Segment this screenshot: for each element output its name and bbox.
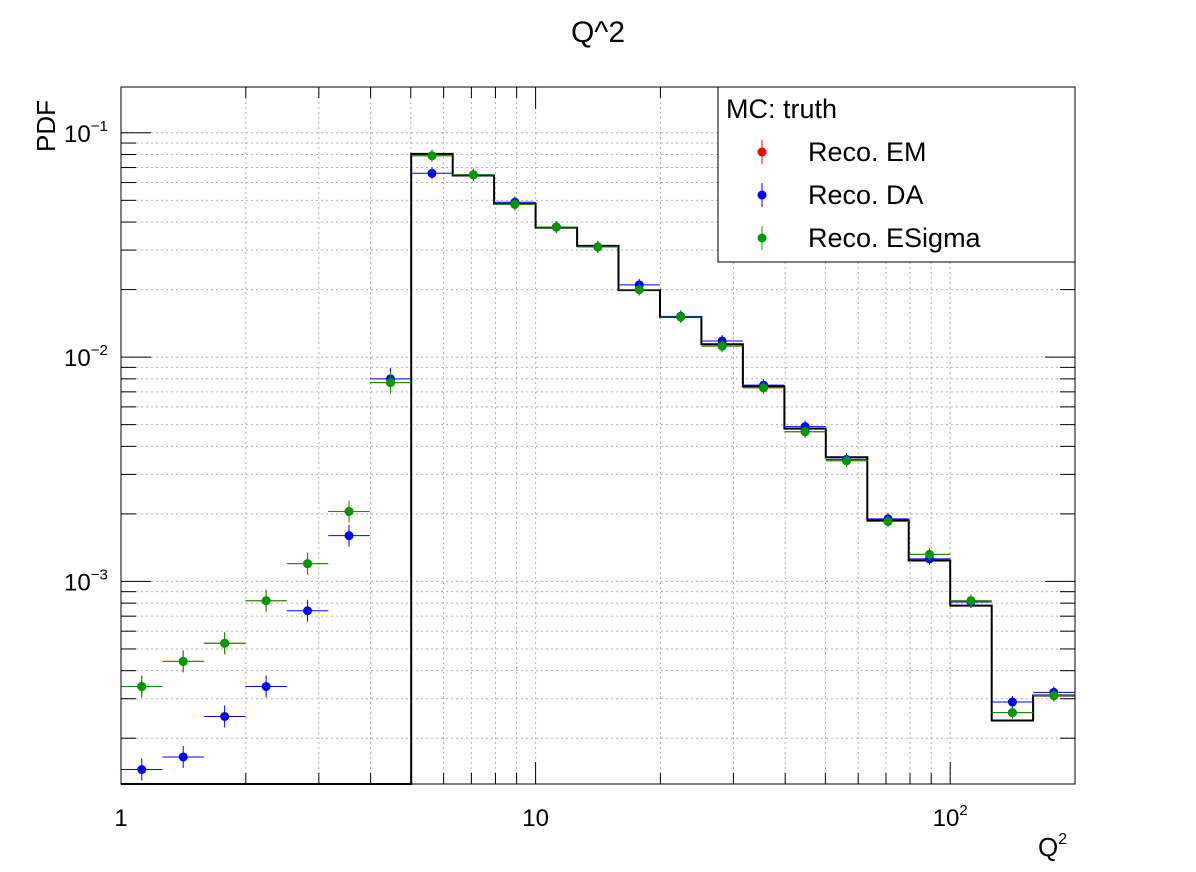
x-axis-label-base: Q — [1038, 832, 1058, 862]
data-point — [966, 596, 976, 606]
data-point — [800, 427, 810, 437]
y-tick-label-base: 10 — [64, 569, 91, 596]
legend-box — [717, 86, 1076, 263]
x-tick-label: 1 — [114, 805, 127, 832]
legend-entries: Reco. EM Reco. DA Reco. ESigma — [757, 137, 982, 253]
y-tick-label: 10−2 — [64, 342, 108, 372]
x-tick-label-base: 10 — [933, 805, 960, 832]
y-tick-label: 10−1 — [64, 118, 108, 148]
x-tick-label: 10 — [522, 805, 549, 832]
data-point — [759, 383, 769, 393]
y-tick-label-base: 10 — [64, 121, 91, 148]
y-axis-label: PDF — [31, 100, 61, 152]
legend-entry: Reco. DA — [757, 180, 924, 210]
data-point — [344, 506, 354, 516]
data-point — [220, 638, 230, 648]
y-tick-label: 10−3 — [64, 566, 108, 596]
data-point — [634, 285, 644, 295]
legend-marker — [757, 233, 767, 243]
data-point — [1007, 708, 1017, 718]
series-reco-esigma — [121, 149, 1075, 719]
data-point — [137, 765, 147, 775]
data-point — [842, 456, 852, 466]
x-tick-label-exp: 2 — [959, 802, 967, 819]
legend-header: MC: truth — [726, 94, 837, 124]
y-tick-label-base: 10 — [64, 345, 91, 372]
data-point — [261, 596, 271, 606]
legend-label: Reco. ESigma — [808, 223, 982, 253]
data-point — [1049, 691, 1059, 701]
x-axis-label: Q2 — [1038, 831, 1067, 862]
legend-entry: Reco. EM — [757, 137, 927, 167]
legend-label: Reco. DA — [808, 180, 924, 210]
legend-label: Reco. EM — [808, 137, 927, 167]
data-point — [468, 170, 478, 180]
data-point — [303, 559, 313, 569]
x-tick-label-base: 1 — [114, 805, 127, 832]
y-tick-label-exp: −1 — [91, 118, 108, 135]
y-tick-label-exp: −3 — [91, 566, 108, 583]
y-tick-label-exp: −2 — [91, 342, 108, 359]
legend-marker — [757, 147, 767, 157]
legend-marker — [757, 190, 767, 200]
data-point — [510, 199, 520, 209]
data-point — [551, 222, 561, 232]
data-point — [344, 531, 354, 541]
data-point — [717, 341, 727, 351]
data-point — [137, 682, 147, 692]
data-point — [924, 549, 934, 559]
data-point — [427, 168, 437, 178]
data-point — [261, 682, 271, 692]
data-point — [1007, 697, 1017, 707]
data-point — [883, 516, 893, 526]
data-point — [593, 242, 603, 252]
data-points — [121, 149, 1075, 781]
data-point — [385, 378, 395, 388]
data-point — [220, 711, 230, 721]
x-tick-label: 102 — [933, 802, 968, 832]
x-axis-label-sup: 2 — [1058, 831, 1067, 848]
data-point — [303, 606, 313, 616]
chart-title: Q^2 — [571, 16, 625, 49]
legend-entry: Reco. ESigma — [757, 223, 982, 253]
data-point — [178, 752, 188, 762]
x-tick-label-base: 10 — [522, 805, 549, 832]
data-point — [427, 151, 437, 161]
legend: MC: truth Reco. EM Reco. DA Reco. ESigma — [717, 86, 1076, 263]
plot-frame — [120, 86, 1076, 785]
data-point — [178, 656, 188, 666]
data-point — [676, 312, 686, 322]
grid — [121, 87, 1075, 784]
